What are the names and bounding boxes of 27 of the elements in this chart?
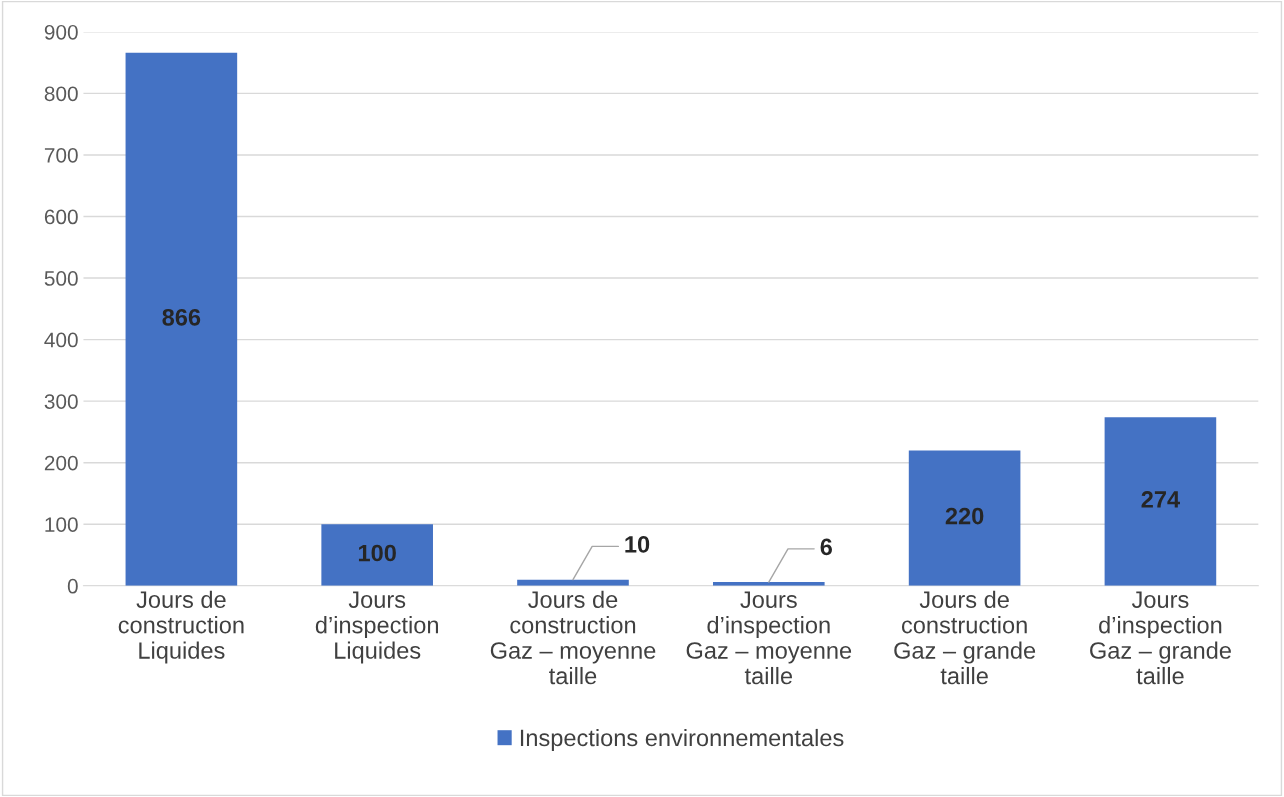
x-tick-label: Jours de construction Liquides xyxy=(118,590,244,664)
data-label: 6 xyxy=(820,538,832,556)
x-tick-label: Jours de construction Gaz – grande taille xyxy=(894,590,1036,685)
data-label: 274 xyxy=(1141,491,1180,508)
x-tick-label: Jours d’inspection Liquides xyxy=(315,591,438,664)
y-tick-label: 300 xyxy=(44,394,78,409)
y-tick-label: 700 xyxy=(44,147,78,163)
y-tick-label: 400 xyxy=(44,332,78,348)
data-label: 866 xyxy=(162,308,201,326)
data-label: 220 xyxy=(945,507,984,525)
y-tick-label: 200 xyxy=(44,455,78,471)
bar xyxy=(908,450,1021,586)
bar xyxy=(1104,417,1217,586)
bar xyxy=(321,524,433,586)
y-tick-label: 900 xyxy=(44,24,78,40)
legend-label: Inspections environnementales xyxy=(520,728,844,751)
y-tick-label: 600 xyxy=(44,209,78,225)
x-tick-label: Jours d’inspection Gaz – grande taille xyxy=(1090,591,1231,685)
data-label: 100 xyxy=(358,544,396,562)
x-tick-label: Jours d’inspection Gaz – moyenne taille xyxy=(686,591,852,685)
bar xyxy=(125,52,238,586)
data-label: 10 xyxy=(625,536,650,553)
x-tick-label: Jours de construction Gaz – moyenne taille xyxy=(490,590,656,685)
y-tick-label: 100 xyxy=(45,517,78,532)
y-tick-label: 500 xyxy=(44,271,78,286)
y-tick-label: 800 xyxy=(44,86,78,102)
y-tick-label: 0 xyxy=(67,578,78,594)
